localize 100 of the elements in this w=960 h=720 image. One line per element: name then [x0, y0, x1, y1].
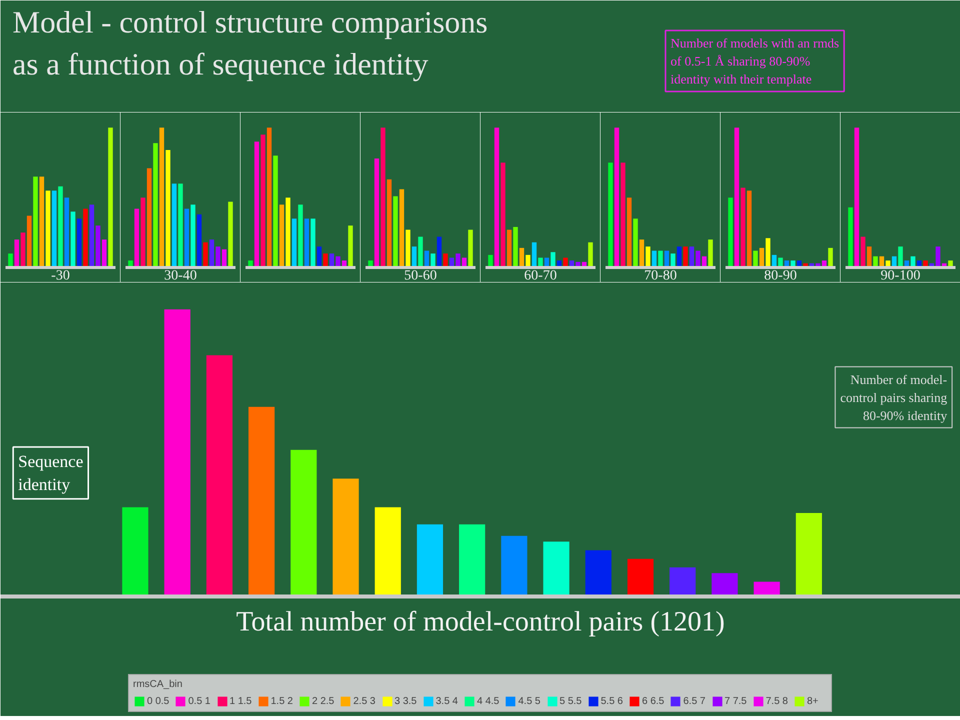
x-axis-title: 60-70 [524, 268, 557, 284]
bar [488, 254, 493, 268]
bar [52, 190, 57, 268]
bar [166, 150, 170, 268]
bar [456, 254, 460, 268]
x-axis-title: -30 [51, 268, 70, 284]
bar [766, 238, 770, 268]
bar [348, 226, 353, 268]
bar [506, 230, 512, 268]
bar [108, 128, 113, 268]
bar [298, 204, 303, 268]
bar [146, 168, 152, 268]
bar [260, 134, 266, 268]
bar [399, 189, 404, 268]
bar [443, 254, 448, 268]
x-axis-title: Total number of model-control pairs (1201) [236, 606, 725, 638]
bar [14, 240, 20, 268]
bar [708, 240, 713, 268]
bar [670, 254, 676, 268]
legend-label: 7 7.5 [724, 696, 747, 706]
bar [728, 198, 733, 268]
bar [228, 202, 233, 268]
legend-title: rmsCA_bin [133, 679, 184, 690]
legend-label: 2.5 3 [353, 696, 376, 706]
legend-label: 7.5 8 [766, 696, 788, 706]
bar [898, 246, 903, 268]
bar [746, 190, 752, 268]
bar [190, 204, 196, 268]
bar [620, 162, 626, 268]
bar [134, 208, 140, 268]
bar [393, 196, 398, 268]
bar [639, 240, 644, 268]
bar [538, 258, 543, 268]
bar [696, 250, 700, 268]
bar [683, 246, 688, 268]
bar [614, 128, 620, 268]
bar [513, 226, 518, 268]
bar [203, 242, 208, 268]
legend-label: 3 3.5 [394, 696, 417, 706]
bar [159, 128, 164, 268]
x-axis-title: 70-80 [644, 268, 677, 284]
bar [140, 198, 146, 268]
bar [494, 128, 500, 268]
bar [196, 214, 202, 268]
bar [500, 162, 506, 268]
legend-label: 6.5 7 [683, 696, 706, 706]
bar [854, 128, 860, 268]
bar [216, 246, 220, 268]
bar [778, 258, 783, 268]
bar [608, 162, 613, 268]
bar [430, 254, 436, 268]
bar [860, 236, 866, 268]
bar [323, 254, 328, 268]
bar [532, 242, 537, 268]
bar [910, 256, 916, 268]
bar [526, 254, 530, 268]
legend-label: 4.5 5 [518, 696, 540, 706]
legend-label: 2 2.5 [312, 696, 334, 706]
bar [658, 250, 663, 268]
bar [336, 256, 340, 268]
bar [184, 208, 190, 268]
bar [33, 176, 38, 268]
bar [936, 246, 940, 268]
bar [406, 230, 410, 268]
bar [468, 230, 473, 268]
bar [273, 156, 278, 268]
bar [254, 142, 260, 268]
x-axis-title: 30-40 [164, 268, 197, 284]
bar [753, 250, 758, 268]
bar [70, 212, 76, 268]
legend-label: 3.5 4 [436, 696, 458, 706]
x-axis-title: 50-60 [404, 268, 437, 284]
bar [828, 248, 833, 268]
bar [286, 198, 290, 268]
legend-label: 0.5 1 [188, 696, 210, 706]
legend-label: 1 1.5 [230, 696, 252, 706]
legend-label: 5.5 6 [600, 696, 623, 706]
bar [386, 179, 392, 268]
bar [83, 208, 88, 268]
bar [89, 204, 94, 268]
bar [873, 256, 878, 268]
legend-label: 0 0.5 [147, 696, 170, 706]
bar [563, 258, 568, 268]
bar [279, 204, 284, 268]
bar [39, 176, 44, 268]
bar [46, 190, 50, 268]
bar [266, 128, 272, 268]
legend-label: 4 4.5 [477, 696, 500, 706]
text: Model - control structure comparisons as a function of sequence identity [12, 4, 488, 82]
bar [848, 207, 853, 268]
bar [76, 218, 82, 268]
bar [153, 143, 158, 268]
legend-label: 5 5.5 [560, 696, 582, 706]
bar [380, 128, 386, 268]
bar [20, 232, 26, 268]
text: Sequence identity [18, 452, 84, 494]
bar [172, 184, 177, 268]
text: Number of models with an rmds of 0.5-1 Å sharing 80-90% identity with their template [670, 36, 840, 86]
bar [102, 240, 107, 268]
bar [740, 188, 746, 268]
